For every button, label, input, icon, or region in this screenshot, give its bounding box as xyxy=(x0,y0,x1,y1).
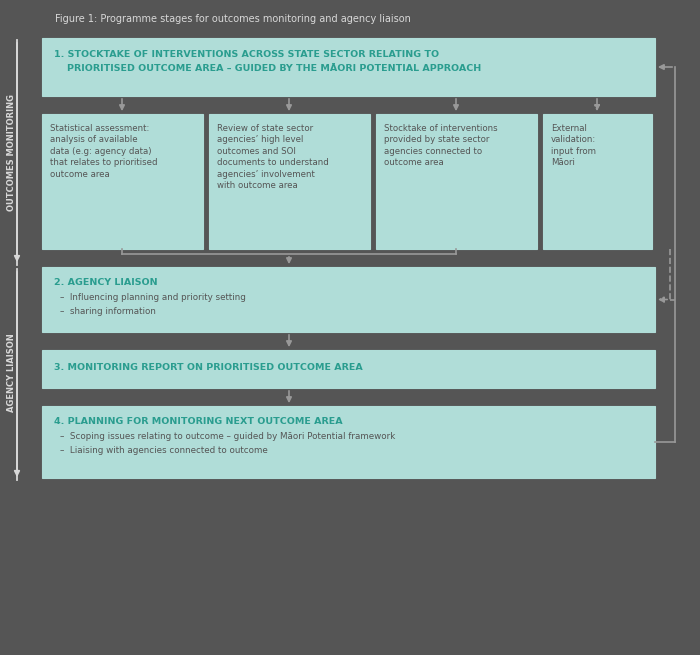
Text: 3. MONITORING REPORT ON PRIORITISED OUTCOME AREA: 3. MONITORING REPORT ON PRIORITISED OUTC… xyxy=(54,363,363,372)
Bar xyxy=(42,38,655,96)
Text: Stocktake of interventions
provided by state sector
agencies connected to
outcom: Stocktake of interventions provided by s… xyxy=(384,124,498,167)
Bar xyxy=(42,406,655,478)
Bar xyxy=(42,350,655,388)
Bar xyxy=(209,114,370,249)
Text: –  Influencing planning and priority setting: – Influencing planning and priority sett… xyxy=(60,293,246,302)
Bar xyxy=(376,114,537,249)
Bar xyxy=(42,267,655,332)
Bar xyxy=(42,114,203,249)
Text: Figure 1: Programme stages for outcomes monitoring and agency liaison: Figure 1: Programme stages for outcomes … xyxy=(55,14,411,24)
Text: OUTCOMES MONITORING: OUTCOMES MONITORING xyxy=(8,94,17,211)
Text: 4. PLANNING FOR MONITORING NEXT OUTCOME AREA: 4. PLANNING FOR MONITORING NEXT OUTCOME … xyxy=(54,417,342,426)
Text: 1. STOCKTAKE OF INTERVENTIONS ACROSS STATE SECTOR RELATING TO: 1. STOCKTAKE OF INTERVENTIONS ACROSS STA… xyxy=(54,50,439,59)
Text: –  Liaising with agencies connected to outcome: – Liaising with agencies connected to ou… xyxy=(60,446,267,455)
Text: PRIORITISED OUTCOME AREA – GUIDED BY THE MĀORI POTENTIAL APPROACH: PRIORITISED OUTCOME AREA – GUIDED BY THE… xyxy=(54,64,482,73)
Text: AGENCY LIAISON: AGENCY LIAISON xyxy=(8,333,17,412)
Text: Statistical assessment:
analysis of available
data (e.g: agency data)
that relat: Statistical assessment: analysis of avai… xyxy=(50,124,158,179)
Text: Review of state sector
agencies’ high level
outcomes and SOI
documents to unders: Review of state sector agencies’ high le… xyxy=(217,124,329,190)
Text: –  Scoping issues relating to outcome – guided by Māori Potential framework: – Scoping issues relating to outcome – g… xyxy=(60,432,396,441)
Text: External
validation:
input from
Māori: External validation: input from Māori xyxy=(551,124,596,167)
Text: 2. AGENCY LIAISON: 2. AGENCY LIAISON xyxy=(54,278,158,287)
Text: –  sharing information: – sharing information xyxy=(60,307,156,316)
Bar xyxy=(543,114,652,249)
